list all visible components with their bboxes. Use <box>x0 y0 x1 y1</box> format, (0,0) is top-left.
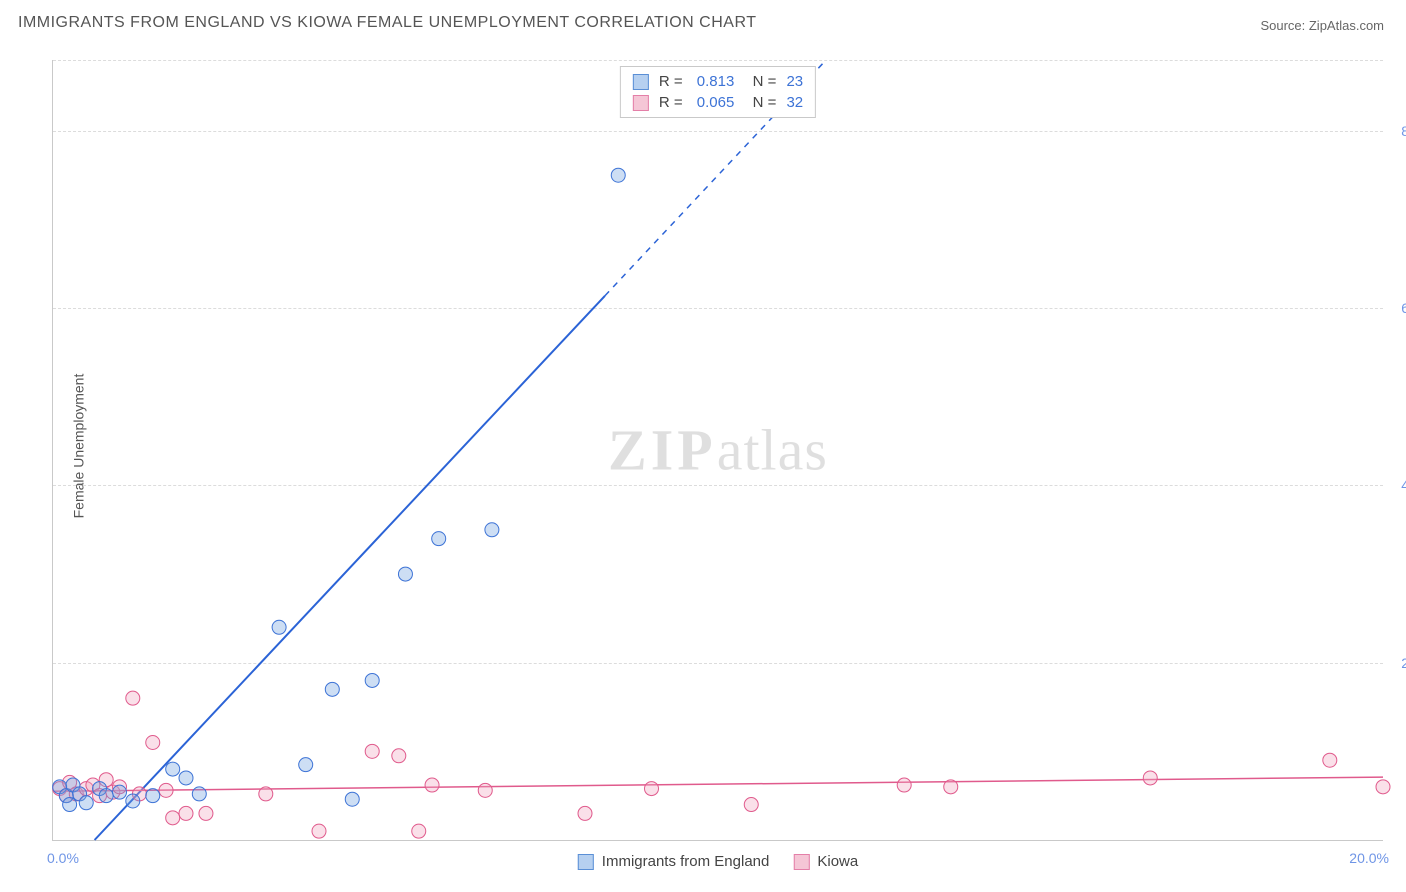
data-point <box>126 691 140 705</box>
data-point <box>944 780 958 794</box>
data-point <box>199 806 213 820</box>
data-point <box>126 794 140 808</box>
data-point <box>478 783 492 797</box>
data-point <box>645 782 659 796</box>
data-point <box>272 620 286 634</box>
legend-n-label: N = <box>744 94 776 111</box>
x-axis-end-tick: 20.0% <box>1349 850 1389 866</box>
data-point <box>611 168 625 182</box>
data-point <box>897 778 911 792</box>
data-point <box>365 744 379 758</box>
legend-n-label: N = <box>744 73 776 90</box>
data-point <box>159 783 173 797</box>
data-point <box>325 682 339 696</box>
legend-n-value: 32 <box>786 94 803 111</box>
correlation-legend: R = 0.813 N = 23 R = 0.065 N = 32 <box>620 66 816 118</box>
trendline <box>53 777 1383 791</box>
data-point <box>113 785 127 799</box>
data-point <box>99 789 113 803</box>
legend-label: Kiowa <box>817 853 858 870</box>
legend-row-kiowa: R = 0.065 N = 32 <box>633 92 803 113</box>
data-point <box>398 567 412 581</box>
y-tick-label: 80.0% <box>1387 123 1406 139</box>
data-point <box>79 796 93 810</box>
legend-n-value: 23 <box>786 73 803 90</box>
legend-item-england: Immigrants from England <box>578 853 770 870</box>
data-point <box>259 787 273 801</box>
trendline <box>95 296 605 840</box>
data-point <box>179 806 193 820</box>
legend-r-value: 0.813 <box>697 73 735 90</box>
y-tick-label: 60.0% <box>1387 300 1406 316</box>
legend-swatch-blue <box>578 854 594 870</box>
data-point <box>365 673 379 687</box>
data-point <box>146 789 160 803</box>
legend-r-label: R = <box>659 94 687 111</box>
data-point <box>432 532 446 546</box>
legend-swatch-pink <box>793 854 809 870</box>
data-point <box>166 762 180 776</box>
data-point <box>179 771 193 785</box>
x-axis-origin-tick: 0.0% <box>47 850 79 866</box>
legend-label: Immigrants from England <box>602 853 770 870</box>
scatter-svg <box>53 60 1383 840</box>
legend-r-label: R = <box>659 73 687 90</box>
legend-row-england: R = 0.813 N = 23 <box>633 71 803 92</box>
data-point <box>146 736 160 750</box>
data-point <box>63 798 77 812</box>
data-point <box>1323 753 1337 767</box>
data-point <box>392 749 406 763</box>
data-point <box>1143 771 1157 785</box>
y-tick-label: 20.0% <box>1387 655 1406 671</box>
y-tick-label: 40.0% <box>1387 477 1406 493</box>
plot-area: ZIPatlas 20.0%40.0%60.0%80.0% R = 0.813 … <box>52 60 1383 841</box>
data-point <box>485 523 499 537</box>
legend-swatch-blue <box>633 74 649 90</box>
data-point <box>345 792 359 806</box>
legend-item-kiowa: Kiowa <box>793 853 858 870</box>
data-point <box>1376 780 1390 794</box>
data-point <box>299 758 313 772</box>
data-point <box>578 806 592 820</box>
data-point <box>412 824 426 838</box>
series-legend: Immigrants from England Kiowa <box>578 853 858 870</box>
legend-swatch-pink <box>633 95 649 111</box>
source-attribution: Source: ZipAtlas.com <box>1260 18 1384 33</box>
data-point <box>425 778 439 792</box>
data-point <box>192 787 206 801</box>
legend-r-value: 0.065 <box>697 94 735 111</box>
data-point <box>312 824 326 838</box>
chart-title: IMMIGRANTS FROM ENGLAND VS KIOWA FEMALE … <box>18 14 757 32</box>
data-point <box>166 811 180 825</box>
data-point <box>744 798 758 812</box>
